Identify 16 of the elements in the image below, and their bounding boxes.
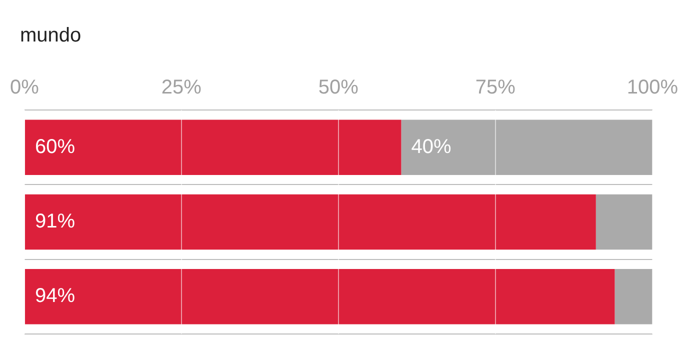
chart-title: mundo: [20, 24, 82, 47]
bar: [596, 194, 652, 250]
bar: [24, 194, 596, 250]
data-label: 94%: [34, 285, 76, 308]
data-label: 60%: [34, 136, 76, 158]
data-label: 40%: [411, 136, 452, 158]
bar: [401, 120, 652, 175]
x-tick-label: 50%: [318, 76, 359, 99]
data-label: 91%: [34, 210, 76, 233]
bar: [24, 120, 402, 175]
bar: [614, 269, 652, 324]
x-tick-label: 100%: [626, 76, 678, 99]
x-tick-label: 25%: [161, 76, 202, 99]
x-tick-label: 0%: [10, 76, 40, 99]
x-tick-label: 75%: [475, 76, 516, 99]
bar: [24, 269, 615, 324]
